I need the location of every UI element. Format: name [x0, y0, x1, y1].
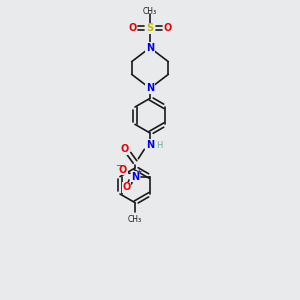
Text: O: O [163, 23, 172, 33]
Text: O: O [119, 165, 127, 175]
Text: N: N [146, 140, 154, 150]
Text: −: − [115, 161, 122, 170]
Text: N: N [146, 43, 154, 53]
Text: S: S [146, 23, 154, 33]
Text: O: O [128, 23, 137, 33]
Text: N: N [146, 83, 154, 93]
Text: H: H [156, 142, 163, 151]
Text: CH₃: CH₃ [143, 7, 157, 16]
Text: N: N [132, 172, 140, 182]
Text: O: O [120, 144, 128, 154]
Text: O: O [122, 182, 130, 192]
Text: CH₃: CH₃ [128, 215, 142, 224]
Text: +: + [135, 167, 142, 176]
